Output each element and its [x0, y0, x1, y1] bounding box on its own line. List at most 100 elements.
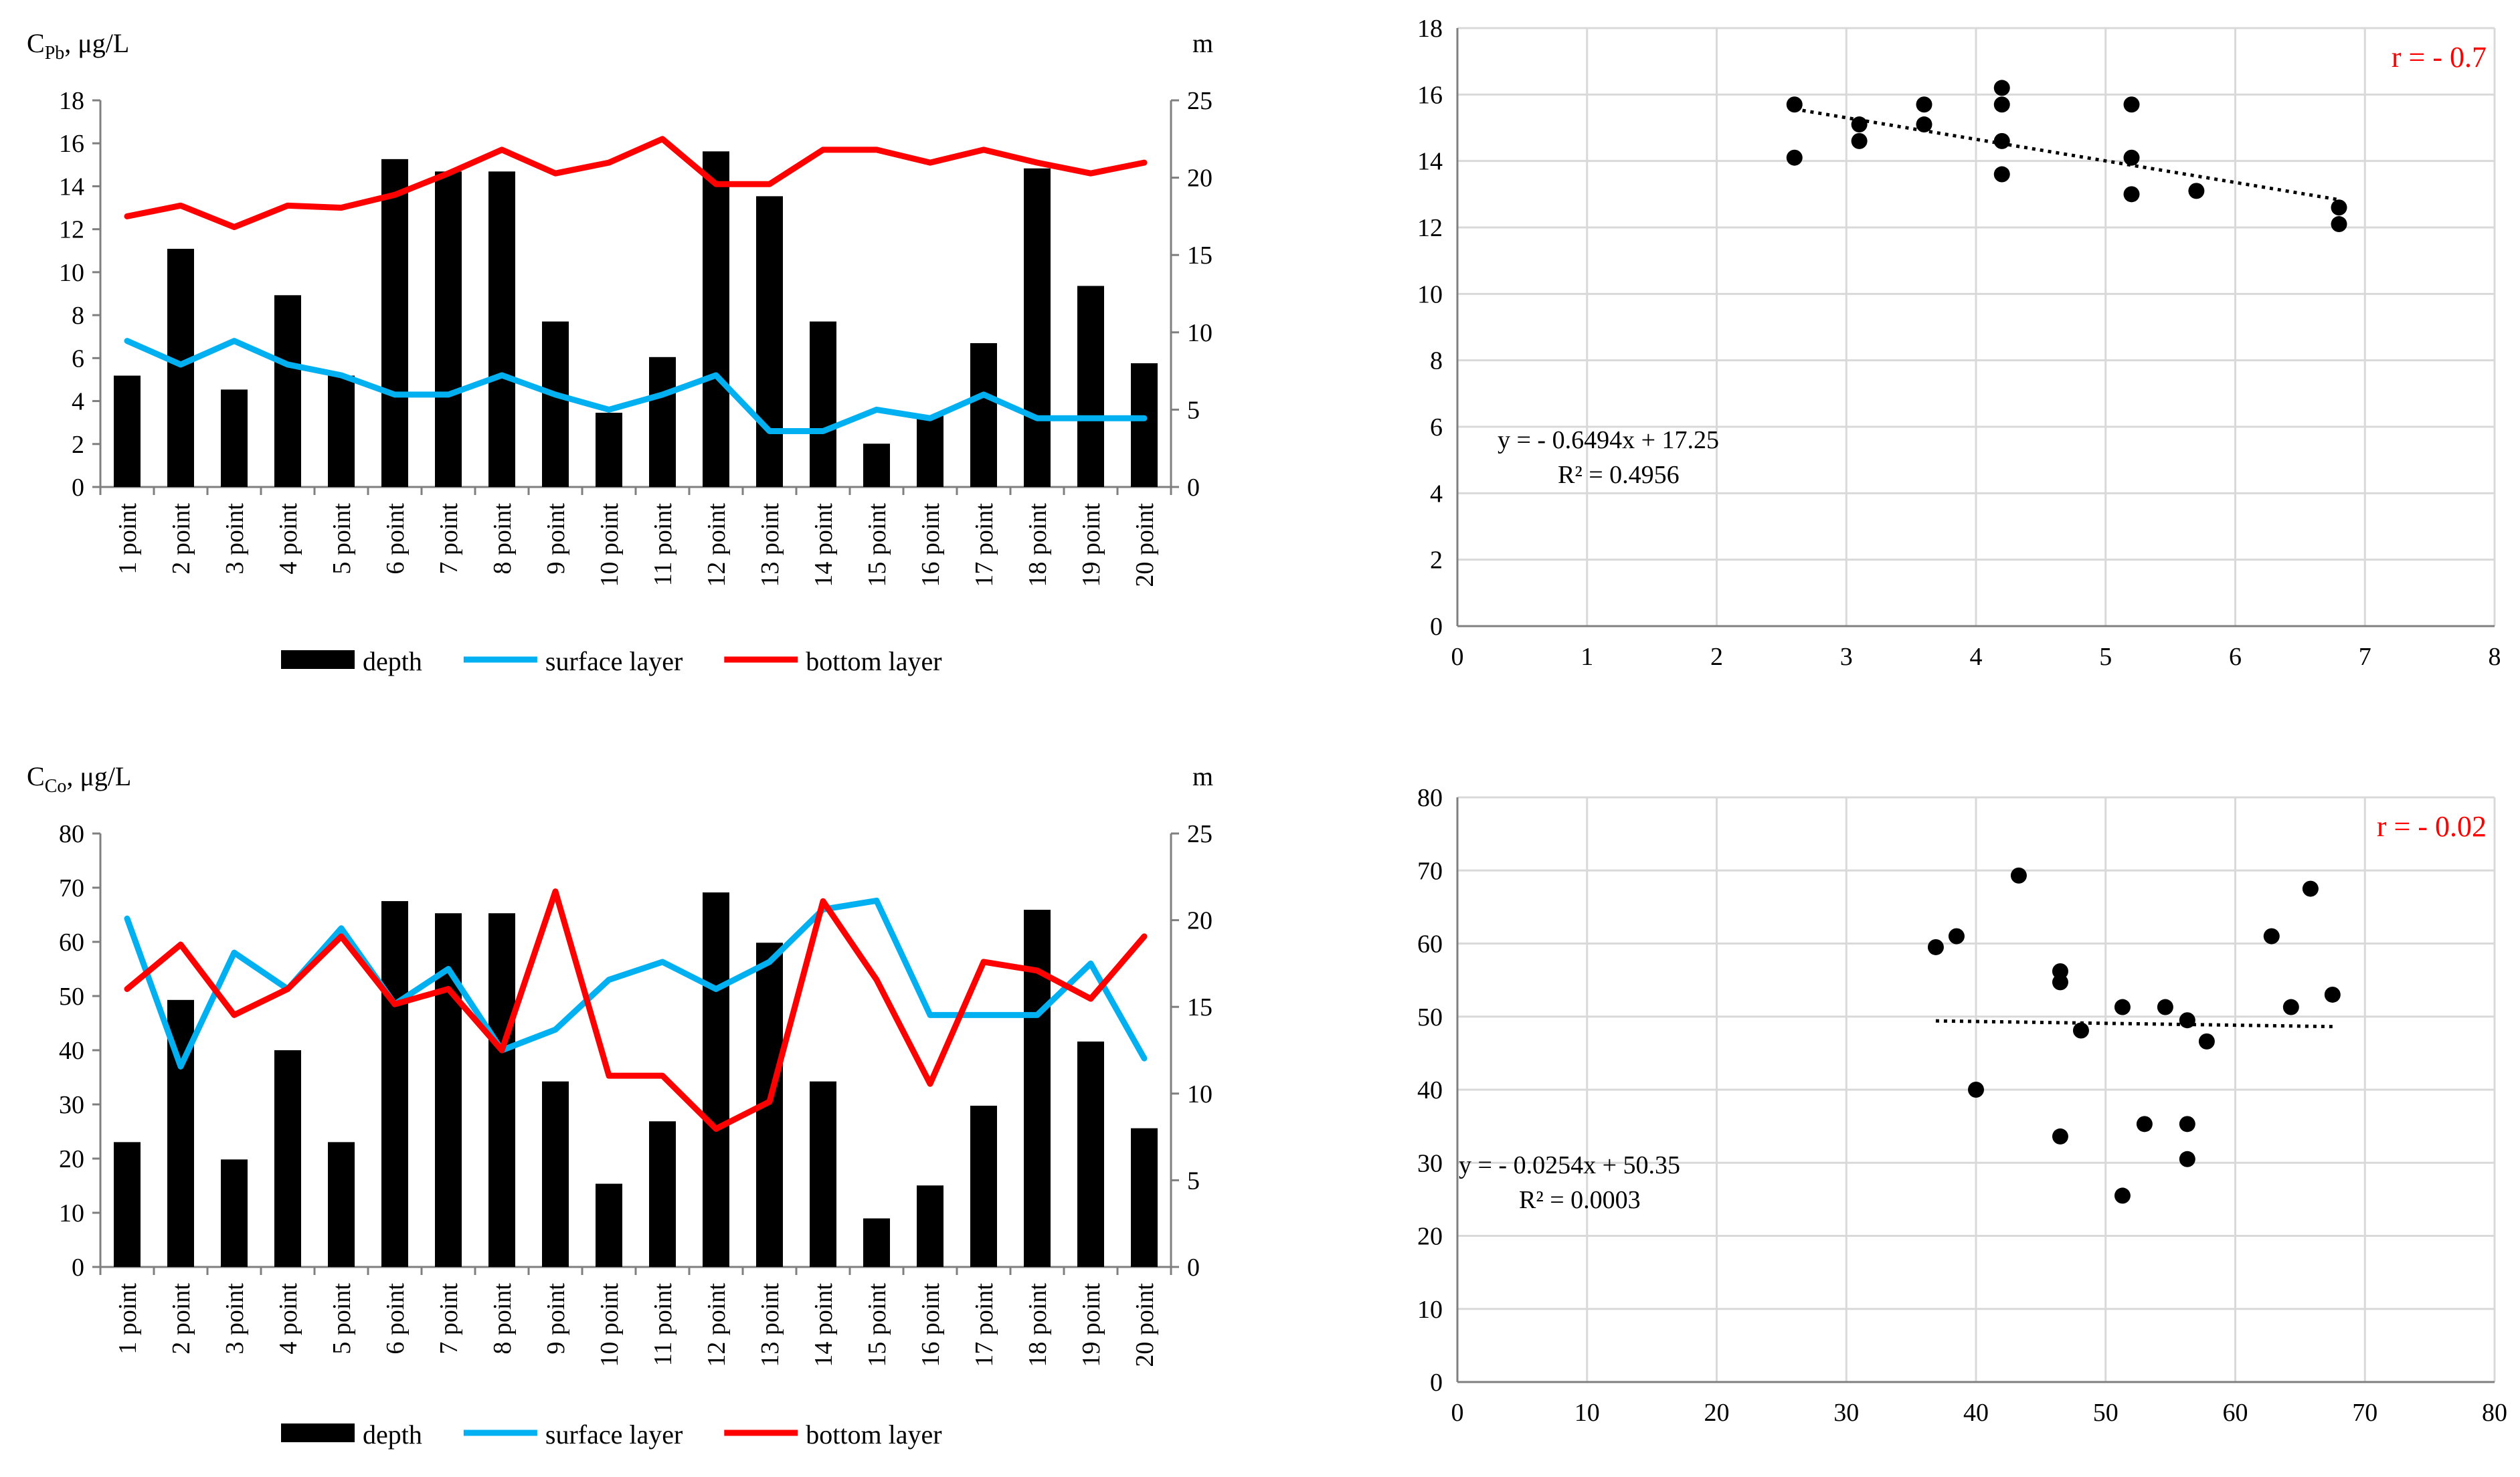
co_scatter-chart: 0 10 20 30 40 50 60 70 80 0 10 20 30 40 50 60 70 80 y = - … — [1417, 784, 2507, 1427]
depth-bar — [970, 342, 997, 487]
depth-bar — [274, 1050, 301, 1267]
left-tick-label: 60 — [59, 928, 84, 957]
scatter-point — [2052, 1128, 2068, 1145]
depth-bar — [381, 901, 408, 1267]
left-tick-label: 80 — [59, 820, 84, 848]
y-tick-label: 20 — [1417, 1223, 1443, 1251]
x-tick-label: 60 — [2223, 1399, 2248, 1427]
left-tick-label: 50 — [59, 983, 84, 1011]
depth-bar — [596, 413, 622, 487]
category-label: 11 point — [649, 1283, 677, 1367]
x-tick-label: 1 — [1581, 643, 1593, 671]
category-label: 11 point — [649, 503, 677, 587]
scatter-point — [1993, 132, 2010, 149]
x-tick-label: 0 — [1451, 1399, 1464, 1427]
category-label: 4 point — [274, 503, 302, 575]
scatter-point — [2010, 867, 2027, 884]
trendline — [1935, 1019, 2333, 1029]
x-tick-label: 7 — [2359, 643, 2371, 671]
x-tick-label: 4 — [1970, 643, 1983, 671]
category-label: 7 point — [435, 1283, 463, 1355]
scatter-point — [1851, 116, 1868, 133]
x-tick-label: 20 — [1704, 1399, 1730, 1427]
right-tick-label: 15 — [1187, 241, 1212, 270]
category-label: 14 point — [810, 503, 838, 587]
scatter-point — [1993, 96, 2010, 113]
depth-bar — [114, 375, 141, 487]
y-tick-label: 8 — [1430, 347, 1443, 375]
category-label: 13 point — [756, 503, 784, 587]
legend-label: depth — [363, 646, 422, 676]
right-tick-label: 0 — [1187, 474, 1200, 502]
left-tick-label: 6 — [72, 344, 84, 373]
scatter-point — [2331, 216, 2347, 233]
depth-bar — [1024, 910, 1051, 1267]
y-tick-label: 80 — [1417, 784, 1443, 812]
category-label: 15 point — [863, 503, 891, 587]
y-tick-label: 18 — [1417, 15, 1443, 43]
y-tick-label: 50 — [1417, 1003, 1443, 1031]
category-label: 18 point — [1024, 1283, 1052, 1367]
legend-label: depth — [363, 1419, 422, 1450]
x-tick-label: 50 — [2093, 1399, 2119, 1427]
scatter-point — [1968, 1082, 1984, 1098]
right-tick-label: 10 — [1187, 1080, 1212, 1108]
correlation-coefficient: r = - 0.02 — [2377, 810, 2487, 843]
scatter-point — [2072, 1022, 2089, 1039]
right-tick-label: 25 — [1187, 87, 1212, 115]
scatter-point — [2324, 986, 2341, 1003]
x-tick-label: 6 — [2229, 643, 2242, 671]
depth-bar — [435, 171, 462, 487]
right-tick-label: 15 — [1187, 993, 1212, 1021]
left-tick-label: 10 — [59, 1199, 84, 1227]
scatter-point — [2282, 999, 2299, 1015]
depth-bar — [221, 389, 248, 487]
category-label: 14 point — [810, 1283, 838, 1367]
category-label: 20 point — [1131, 503, 1159, 587]
depth-bar — [488, 171, 515, 487]
co_combo-chart: 0 10 20 30 40 50 60 70 80 0 5 10 15 20 25 1 point 2 poin… — [27, 761, 1213, 1450]
depth-bar — [917, 1185, 943, 1267]
scatter-point — [2123, 149, 2140, 166]
y-tick-label: 16 — [1417, 81, 1443, 109]
scatter-point — [1786, 96, 1803, 113]
category-label: 18 point — [1024, 503, 1052, 587]
left-tick-label: 12 — [59, 216, 84, 244]
left-tick-label: 18 — [59, 87, 84, 115]
depth-bar — [917, 415, 943, 487]
category-label: 9 point — [542, 1283, 570, 1355]
scatter-point — [2123, 186, 2140, 203]
depth-bar — [1131, 1128, 1158, 1267]
scatter-point — [2052, 974, 2068, 991]
category-label: 2 point — [167, 1283, 195, 1355]
scatter-point — [2123, 96, 2140, 113]
right-tick-label: 20 — [1187, 165, 1212, 193]
left-tick-label: 30 — [59, 1091, 84, 1119]
depth-bar — [863, 1218, 890, 1267]
left-tick-label: 4 — [72, 388, 84, 416]
category-label: 8 point — [488, 503, 517, 575]
category-label: 15 point — [863, 1283, 891, 1367]
category-label: 17 point — [970, 1283, 998, 1367]
depth-bar — [1131, 363, 1158, 487]
scatter-point — [1948, 928, 1965, 945]
left-tick-label: 20 — [59, 1145, 84, 1173]
right-tick-label: 5 — [1187, 1167, 1200, 1195]
right-tick-label: 10 — [1187, 319, 1212, 347]
y-tick-label: 0 — [1430, 1369, 1443, 1397]
depth-bar — [810, 1081, 836, 1267]
scatter-point — [2198, 1033, 2215, 1050]
left-axis-title: CCo, μg/L — [27, 761, 131, 797]
depth-bar — [1024, 168, 1051, 487]
scatter-point — [2179, 1012, 2195, 1029]
scatter-point — [2179, 1116, 2195, 1133]
y-tick-label: 10 — [1417, 280, 1443, 308]
depth-bar — [756, 196, 783, 487]
depth-bar — [542, 1081, 569, 1267]
depth-bar — [1077, 286, 1104, 487]
right-axis-title: m — [1192, 761, 1213, 791]
scatter-point — [1916, 116, 1932, 133]
category-label: 20 point — [1131, 1283, 1159, 1367]
trend-equation: y = - 0.6494x + 17.25 — [1498, 426, 1719, 454]
